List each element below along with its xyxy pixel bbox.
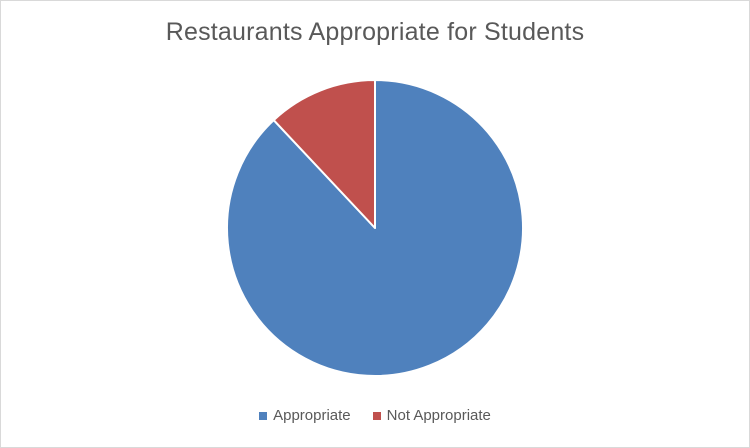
chart-title: Restaurants Appropriate for Students [165, 18, 585, 46]
legend-item-appropriate: Appropriate [259, 407, 351, 424]
legend-label-not-appropriate: Not Appropriate [386, 407, 491, 424]
legend-item-not-appropriate: Not Appropriate [372, 407, 491, 424]
legend: Appropriate Not Appropriate [0, 407, 750, 424]
pie-slice-not-appropriate [272, 79, 376, 229]
legend-label-appropriate: Appropriate [273, 407, 351, 424]
legend-swatch-appropriate [259, 411, 268, 420]
legend-swatch-not-appropriate [372, 411, 381, 420]
